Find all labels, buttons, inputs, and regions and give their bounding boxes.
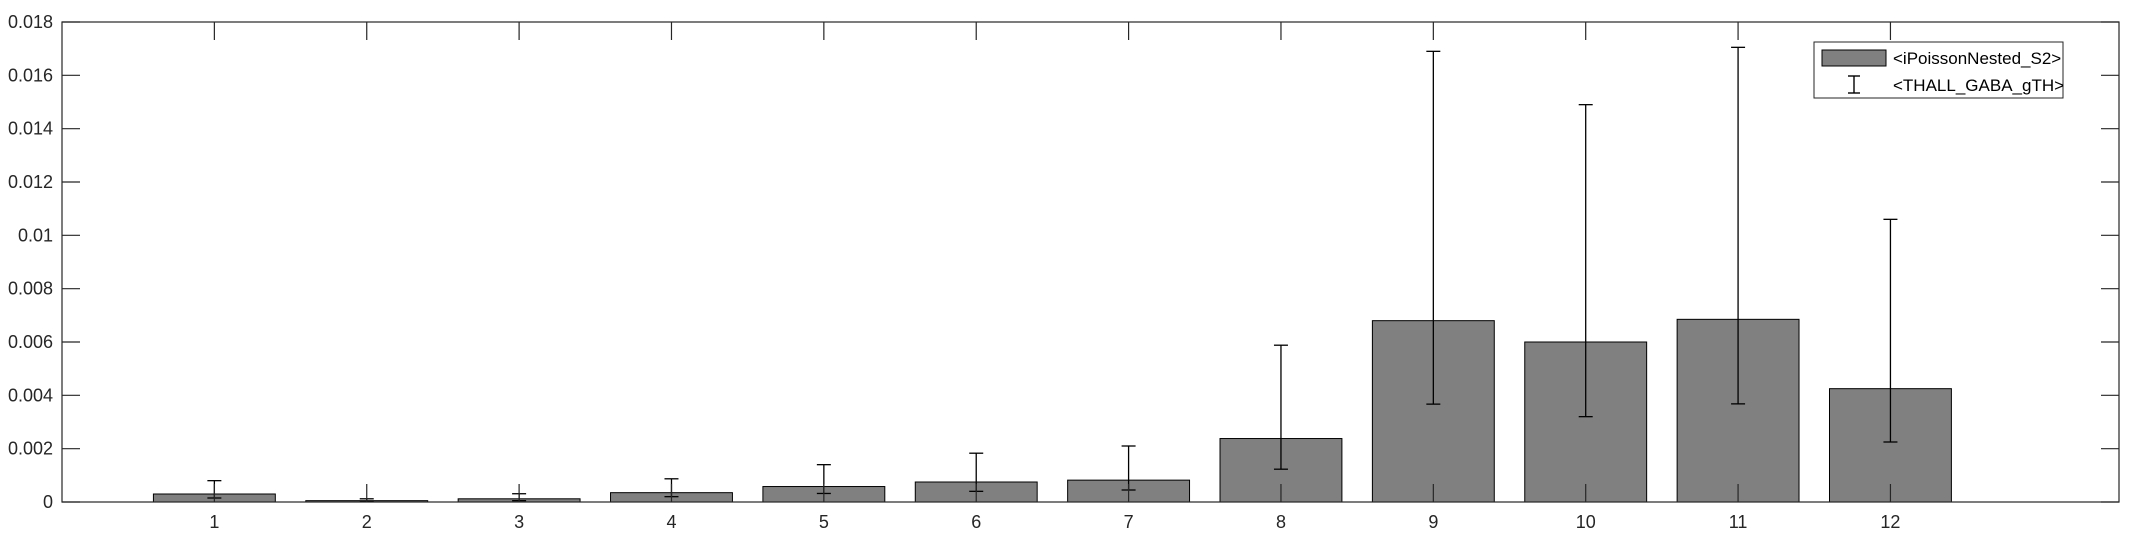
y-tick-label-4: 0.008: [8, 279, 53, 299]
y-tick-label-1: 0.002: [8, 439, 53, 459]
y-tick-label-8: 0.016: [8, 65, 53, 85]
x-tick-label-6: 6: [971, 512, 981, 532]
x-tick-label-1: 1: [209, 512, 219, 532]
y-tick-label-3: 0.006: [8, 332, 53, 352]
x-tick-label-8: 8: [1276, 512, 1286, 532]
legend-label-bars: <iPoissonNested_S2>: [1893, 49, 2061, 68]
legend-bar-swatch: [1821, 49, 1887, 67]
x-tick-label-7: 7: [1124, 512, 1134, 532]
x-tick-label-9: 9: [1428, 512, 1438, 532]
legend-label-errorbars: <THALL_GABA_gTH>: [1893, 76, 2064, 95]
bars-group: [152, 318, 1952, 503]
y-tick-label-9: 0.018: [8, 12, 53, 32]
x-tick-label-10: 10: [1576, 512, 1596, 532]
x-tick-label-11: 11: [1729, 512, 1748, 532]
y-tick-label-6: 0.012: [8, 172, 53, 192]
axis-ticks-group: 1 2 3 4 5 6 7 8 9 10 11 1200.0020.0040.0060.0080.01…: [8, 12, 2119, 532]
x-tick-label-5: 5: [819, 512, 829, 532]
x-tick-label-4: 4: [666, 512, 676, 532]
x-tick-label-2: 2: [362, 512, 372, 532]
x-tick-label-12: 12: [1880, 512, 1900, 532]
legend: <iPoissonNested_S2> <THALL_GABA_gTH>: [1813, 41, 2064, 99]
y-tick-label-5: 0.01: [18, 225, 53, 245]
y-tick-label-2: 0.004: [8, 385, 53, 405]
x-tick-label-3: 3: [514, 512, 524, 532]
plot-area-frame: [61, 21, 2120, 503]
y-tick-label-7: 0.014: [8, 119, 53, 139]
y-tick-label-0: 0: [43, 492, 53, 512]
